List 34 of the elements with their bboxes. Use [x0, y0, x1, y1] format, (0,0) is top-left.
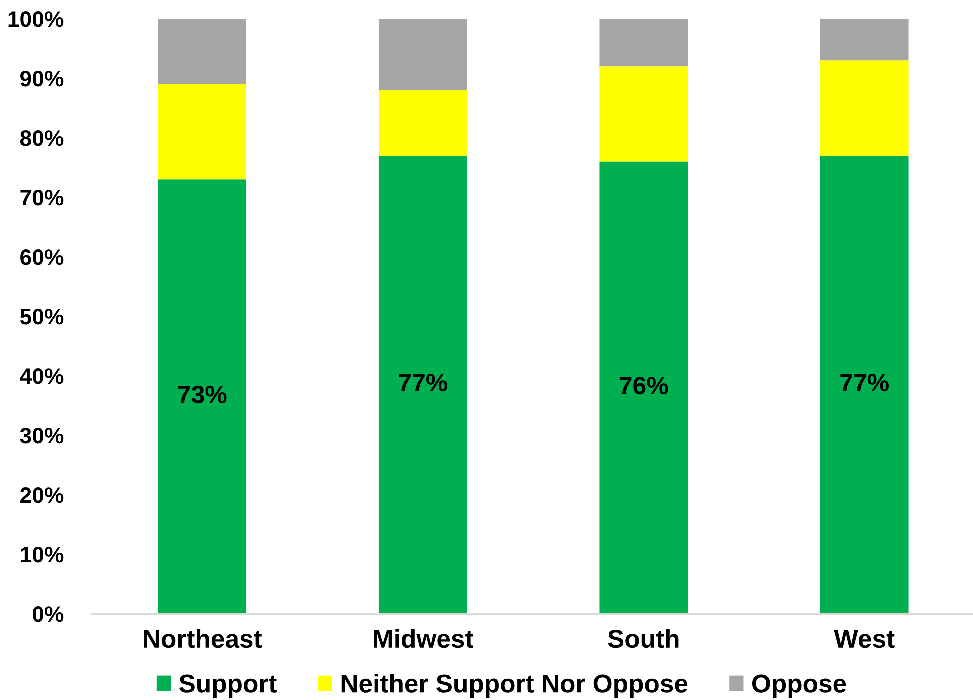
data-label: 77%: [399, 374, 448, 392]
x-tick-label: South: [608, 629, 679, 648]
bar: [378, 156, 468, 614]
bar: [158, 19, 247, 84]
y-tick-label: 0%: [32, 606, 64, 622]
bar: [378, 90, 468, 156]
data-label: 77%: [840, 374, 889, 392]
bar: [158, 84, 247, 180]
y-tick-label: 50%: [20, 309, 64, 325]
y-tick-label: 90%: [20, 71, 64, 87]
data-label: 73%: [178, 386, 227, 404]
bar: [820, 156, 909, 614]
x-tick-label: Northeast: [144, 629, 262, 648]
bar: [600, 162, 688, 614]
bar: [820, 19, 909, 61]
legend-label: Oppose: [752, 674, 846, 698]
x-tick-label: Midwest: [374, 629, 474, 648]
y-tick-label: 30%: [20, 428, 64, 444]
y-tick-label: 40%: [20, 368, 64, 384]
x-tick-label: West: [834, 630, 895, 648]
bar: [378, 19, 468, 90]
y-tick-label: 80%: [20, 130, 64, 146]
bar: [820, 60, 909, 156]
y-tick-label: 60%: [20, 250, 64, 266]
bar: [158, 180, 247, 614]
y-tick-label: 10%: [21, 547, 64, 563]
y-tick-label: 100%: [8, 12, 64, 28]
legend-label: Neither Support Nor Oppose: [342, 674, 688, 698]
bar: [600, 66, 688, 162]
y-tick-label: 70%: [20, 190, 64, 206]
data-label: 76%: [620, 376, 668, 395]
bar: [600, 19, 688, 67]
legend-label: Support: [180, 674, 277, 698]
y-tick-label: 20%: [20, 488, 64, 504]
